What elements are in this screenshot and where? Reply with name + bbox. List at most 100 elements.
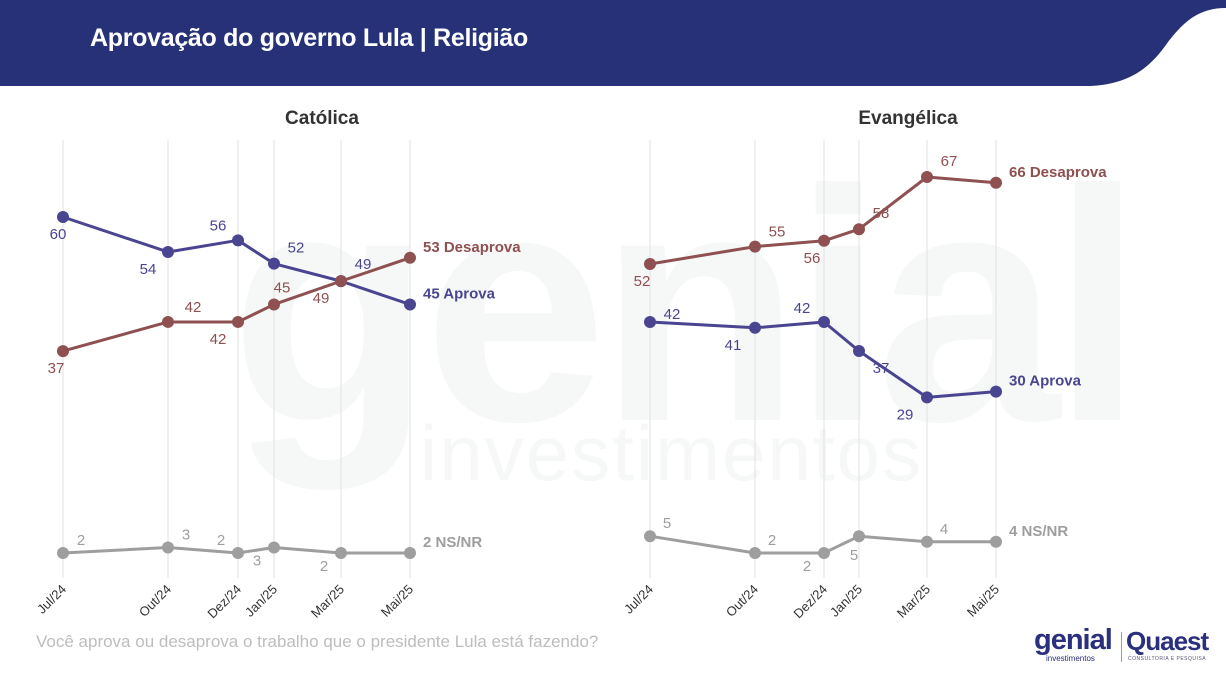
end-label-aprova: 30 Aprova xyxy=(1009,373,1082,390)
data-point-aprova xyxy=(404,298,416,311)
data-point-desaprova xyxy=(644,258,656,270)
data-point-aprova xyxy=(644,316,656,328)
data-point-desaprova xyxy=(853,223,865,236)
data-point-desaprova xyxy=(232,315,244,328)
end-label-nsnr: 4 NS/NR xyxy=(1009,523,1068,540)
header-banner: Aprovação do governo Lula | Religião xyxy=(0,0,1226,86)
x-tick-label: Jan/25 xyxy=(242,582,280,620)
data-point-aprova xyxy=(749,321,761,334)
data-label-aprova: 37 xyxy=(873,360,890,377)
data-label-nsnr: 2 xyxy=(803,558,811,575)
data-point-nsnr xyxy=(268,541,280,554)
chart-title-evangelica: Evangélica xyxy=(858,108,958,129)
data-point-desaprova xyxy=(335,275,347,288)
x-tick-label: Mai/25 xyxy=(964,582,1002,620)
chart-title-catolica: Católica xyxy=(285,108,359,129)
data-label-nsnr: 2 xyxy=(77,532,85,549)
data-label-desaprova: 52 xyxy=(634,273,651,290)
data-point-desaprova xyxy=(749,240,761,253)
data-point-aprova xyxy=(921,391,933,404)
end-label-nsnr: 2 NS/NR xyxy=(423,534,482,551)
end-label-aprova: 45 Aprova xyxy=(423,285,496,302)
data-label-nsnr: 4 xyxy=(940,521,948,538)
series-line-nsnr xyxy=(649,534,996,555)
series-line-desaprova xyxy=(649,175,997,266)
data-point-desaprova xyxy=(818,234,830,247)
data-point-desaprova xyxy=(268,298,280,311)
x-tick-label: Mai/25 xyxy=(378,582,416,620)
data-point-desaprova xyxy=(921,171,933,183)
data-label-nsnr: 3 xyxy=(182,527,190,544)
data-label-aprova: 52 xyxy=(288,240,305,257)
x-tick-label: Out/24 xyxy=(723,582,761,620)
x-tick-label: Jan/25 xyxy=(827,582,865,620)
genial-logo-subtitle: investimentos xyxy=(1046,654,1095,663)
data-label-nsnr: 3 xyxy=(253,553,261,570)
quaest-logo-subtitle: CONSULTORIA E PESQUISA xyxy=(1128,656,1207,662)
data-label-nsnr: 5 xyxy=(663,515,671,532)
header-background xyxy=(0,0,1226,86)
series-line-nsnr xyxy=(62,546,410,555)
data-point-aprova xyxy=(268,257,280,270)
data-point-nsnr xyxy=(404,547,416,559)
data-label-nsnr: 2 xyxy=(768,532,776,549)
data-label-aprova: 54 xyxy=(140,261,157,278)
data-label-aprova: 60 xyxy=(50,226,67,243)
x-tick-label: Jul/24 xyxy=(34,582,69,617)
data-point-nsnr xyxy=(990,535,1002,548)
x-tick-label: Mar/25 xyxy=(308,582,347,621)
data-point-nsnr xyxy=(644,530,656,543)
data-label-desaprova: 67 xyxy=(941,153,958,170)
data-point-aprova xyxy=(990,385,1002,398)
data-label-desaprova: 58 xyxy=(873,205,890,222)
data-label-desaprova: 49 xyxy=(313,290,330,307)
data-label-desaprova: 42 xyxy=(185,299,202,316)
data-point-nsnr xyxy=(162,541,174,554)
data-label-desaprova: 45 xyxy=(274,279,291,296)
series-line-desaprova xyxy=(62,256,411,353)
x-tick-label: Dez/24 xyxy=(790,582,830,622)
series-line-aprova xyxy=(649,320,997,399)
x-tick-label: Dez/24 xyxy=(204,582,244,622)
data-point-nsnr xyxy=(921,535,933,548)
data-label-nsnr: 2 xyxy=(320,558,328,575)
series-line-aprova xyxy=(62,215,411,306)
data-point-nsnr xyxy=(749,547,761,559)
x-tick-label: Jul/24 xyxy=(621,582,656,617)
logo-divider xyxy=(1121,632,1122,662)
data-label-aprova: 29 xyxy=(897,406,914,423)
data-point-desaprova xyxy=(990,176,1002,189)
data-point-desaprova xyxy=(57,345,69,358)
page-title: Aprovação do governo Lula | Religião xyxy=(90,24,528,52)
data-label-aprova: 42 xyxy=(664,306,681,323)
logos: genial investimentos Quaest CONSULTORIA … xyxy=(1032,624,1209,666)
data-label-nsnr: 2 xyxy=(217,532,225,549)
data-point-desaprova xyxy=(162,315,174,328)
data-point-nsnr xyxy=(853,530,865,543)
data-point-nsnr xyxy=(232,547,244,559)
data-point-aprova xyxy=(162,245,174,258)
data-label-desaprova: 37 xyxy=(48,360,65,377)
data-point-desaprova xyxy=(404,251,416,264)
data-point-aprova xyxy=(853,345,865,357)
data-label-aprova: 41 xyxy=(725,337,742,354)
data-point-nsnr xyxy=(818,547,830,559)
data-label-desaprova: 42 xyxy=(210,331,227,348)
data-label-desaprova: 55 xyxy=(769,224,786,241)
data-point-nsnr xyxy=(335,547,347,559)
quaest-logo: Quaest xyxy=(1126,626,1209,656)
data-point-aprova xyxy=(232,234,244,247)
x-tick-label: Mar/25 xyxy=(894,582,933,621)
data-point-aprova xyxy=(818,316,830,328)
data-label-aprova: 56 xyxy=(210,217,227,234)
end-label-desaprova: 66 Desaprova xyxy=(1009,164,1107,181)
data-point-aprova xyxy=(57,211,69,223)
data-label-nsnr: 5 xyxy=(850,547,858,564)
data-label-aprova: 42 xyxy=(794,300,811,317)
x-tick-label: Out/24 xyxy=(136,582,174,620)
end-label-desaprova: 53 Desaprova xyxy=(423,239,521,256)
survey-question: Você aprova ou desaprova o trabalho que … xyxy=(36,632,599,651)
